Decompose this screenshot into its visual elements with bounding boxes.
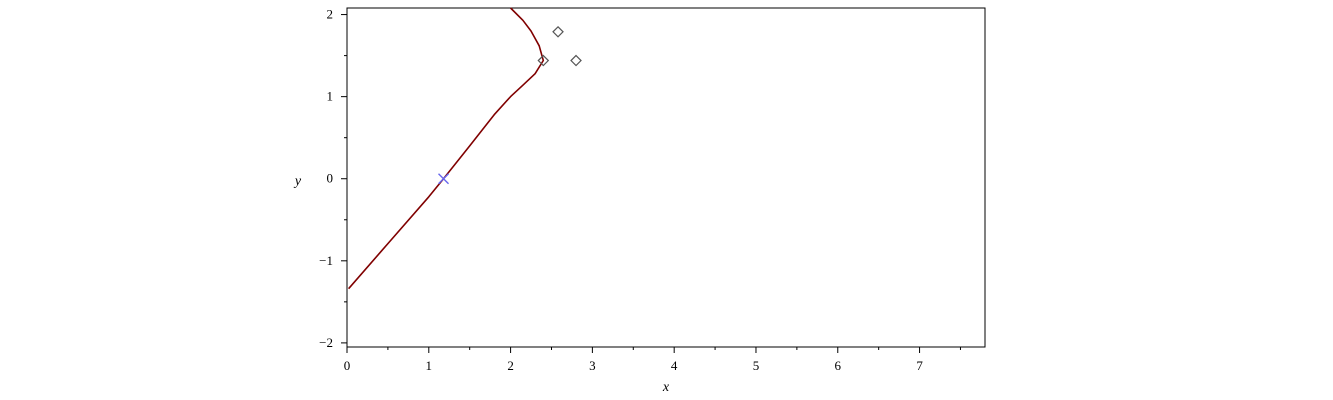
x-tick-label: 0	[344, 358, 351, 373]
cross-marker-stroke	[438, 173, 450, 185]
x-axis-title: x	[662, 380, 670, 395]
y-tick-label: 0	[327, 171, 334, 186]
y-axis-title: y	[293, 174, 302, 189]
x-tick-label: 7	[916, 358, 923, 373]
y-tick-label: −1	[319, 253, 333, 268]
diamond-marker	[552, 25, 564, 38]
x-tick-label: 3	[589, 358, 596, 373]
curve-line	[347, 7, 545, 290]
y-tick-label: 1	[327, 89, 334, 104]
y-tick-label: −2	[319, 335, 333, 350]
x-tick-label: 2	[507, 358, 514, 373]
diamond-marker	[537, 54, 550, 67]
series-layer	[347, 7, 582, 290]
cross-marker	[438, 173, 450, 185]
y-tick-label: 2	[327, 7, 334, 22]
diamond-marker	[570, 54, 582, 67]
x-tick-label: 5	[753, 358, 760, 373]
x-tick-label: 6	[835, 358, 842, 373]
x-axis-ticks: 0 1 2 3 4 5 6 7	[344, 347, 961, 373]
y-axis-ticks: −2 −1 0 1 2	[319, 7, 347, 350]
x-tick-label: 1	[426, 358, 433, 373]
x-tick-label: 4	[671, 358, 678, 373]
plot-frame	[346, 7, 986, 348]
